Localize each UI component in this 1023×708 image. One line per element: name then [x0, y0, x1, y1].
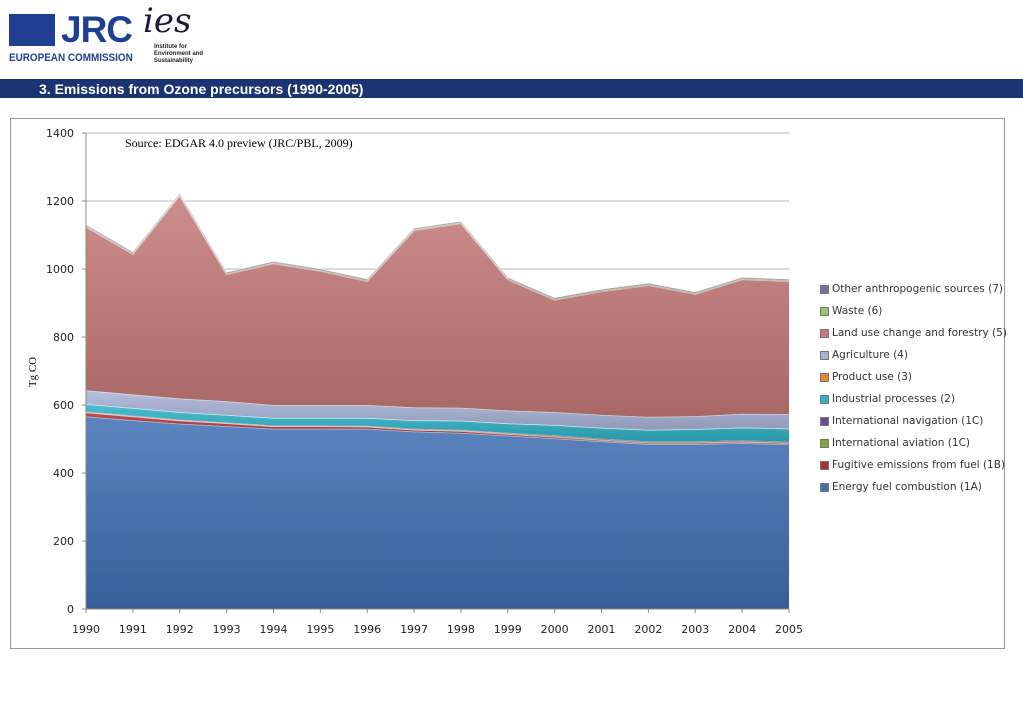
- legend-item: Fugitive emissions from fuel (1B): [820, 454, 1007, 476]
- y-tick-label: 200: [53, 535, 74, 548]
- legend-swatch: [820, 416, 829, 426]
- area-shade: [86, 403, 789, 442]
- legend-item: Product use (3): [820, 366, 1007, 388]
- legend-item: Land use change and forestry (5): [820, 322, 1007, 344]
- x-tick-label: 2005: [775, 623, 803, 636]
- legend-label: Energy fuel combustion (1A): [832, 481, 982, 493]
- x-tick-label: 1998: [447, 623, 475, 636]
- jrc-wordmark: JRC: [61, 9, 133, 50]
- legend-swatch: [820, 438, 829, 448]
- x-tick-label: 1990: [72, 623, 100, 636]
- legend-swatch: [820, 328, 829, 338]
- legend-label: Land use change and forestry (5): [832, 327, 1007, 339]
- legend-swatch: [820, 460, 829, 470]
- legend-item: Waste (6): [820, 300, 1007, 322]
- x-tick-label: 1991: [119, 623, 147, 636]
- y-tick-label: 1000: [46, 263, 74, 276]
- y-tick-label: 400: [53, 467, 74, 480]
- x-tick-label: 2004: [728, 623, 756, 636]
- source-annotation: Source: EDGAR 4.0 preview (JRC/PBL, 2009…: [125, 136, 353, 150]
- legend-label: Agriculture (4): [832, 349, 908, 361]
- x-tick-label: 1997: [400, 623, 428, 636]
- y-tick-label: 600: [53, 399, 74, 412]
- x-tick-label: 2002: [634, 623, 662, 636]
- legend-item: Other anthropogenic sources (7): [820, 278, 1007, 300]
- x-tick-label: 1995: [306, 623, 334, 636]
- page-title: 3. Emissions from Ozone precursors (1990…: [39, 81, 364, 97]
- legend-swatch: [820, 394, 829, 404]
- y-tick-label: 800: [53, 331, 74, 344]
- legend-swatch: [820, 372, 829, 382]
- legend-item: International navigation (1C): [820, 410, 1007, 432]
- area-shade: [86, 195, 789, 417]
- legend-swatch: [820, 306, 829, 316]
- x-tick-label: 2000: [541, 623, 569, 636]
- x-tick-label: 1996: [353, 623, 381, 636]
- x-tick-label: 1994: [259, 623, 287, 636]
- x-tick-label: 1992: [166, 623, 194, 636]
- org-name: EUROPEAN COMMISSION: [9, 52, 133, 64]
- chart-frame: [10, 118, 1005, 649]
- legend-item: Energy fuel combustion (1A): [820, 476, 1007, 498]
- title-banner: 3. Emissions from Ozone precursors (1990…: [0, 79, 1023, 98]
- legend-swatch: [820, 350, 829, 360]
- legend-item: Industrial processes (2): [820, 388, 1007, 410]
- y-axis-label: Tg CO: [27, 357, 39, 387]
- area-edge: [85, 192, 790, 299]
- y-tick-label: 0: [67, 603, 74, 616]
- eu-flag-icon: [9, 14, 55, 46]
- x-tick-label: 2001: [588, 623, 616, 636]
- legend-label: International navigation (1C): [832, 415, 984, 427]
- legend-label: Waste (6): [832, 305, 883, 317]
- legend-label: Industrial processes (2): [832, 393, 956, 405]
- legend-label: Product use (3): [832, 371, 913, 383]
- x-tick-label: 1999: [494, 623, 522, 636]
- legend-label: Fugitive emissions from fuel (1B): [832, 459, 1006, 471]
- x-tick-label: 1993: [213, 623, 241, 636]
- legend-item: International aviation (1C): [820, 432, 1007, 454]
- legend-swatch: [820, 482, 829, 492]
- x-tick-label: 2003: [681, 623, 709, 636]
- ies-subtitle: Institute for Environment and Sustainabi…: [154, 44, 204, 64]
- legend-label: Other anthropogenic sources (7): [832, 283, 1003, 295]
- legend-item: Agriculture (4): [820, 344, 1007, 366]
- y-tick-label: 1200: [46, 195, 74, 208]
- ies-logo: ies: [143, 1, 192, 41]
- area-shade: [86, 390, 789, 430]
- legend-swatch: [820, 284, 829, 294]
- y-tick-label: 1400: [46, 127, 74, 140]
- legend: Other anthropogenic sources (7) Waste (6)…: [820, 278, 1007, 498]
- legend-label: International aviation (1C): [832, 437, 971, 449]
- area-shade: [86, 416, 789, 609]
